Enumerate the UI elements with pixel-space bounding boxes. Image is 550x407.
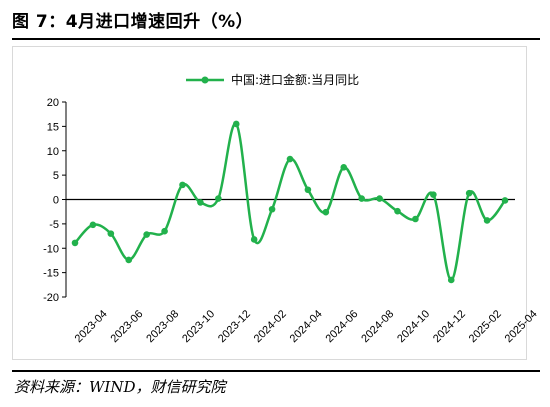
- data-point: [89, 221, 97, 229]
- x-tick-label: 2024-12: [431, 308, 468, 345]
- y-tick-label: 5: [53, 170, 59, 182]
- series-line: [74, 122, 506, 282]
- data-point: [215, 195, 222, 202]
- data-point: [394, 207, 401, 215]
- data-point: [358, 195, 365, 202]
- x-tick-label: 2024-10: [395, 308, 432, 345]
- legend-label: 中国:进口金额:当月同比: [231, 72, 359, 87]
- y-axis: 20 15 10 5 0 -5 -10 -15 -20: [43, 97, 67, 304]
- y-tick-label: -10: [43, 243, 59, 255]
- x-tick-label: 2024-08: [359, 308, 396, 345]
- data-point: [268, 205, 276, 213]
- y-tick-label: -15: [43, 268, 59, 280]
- data-point: [376, 195, 383, 202]
- y-tick-label: -20: [43, 292, 59, 304]
- y-tick-label: 20: [47, 97, 59, 109]
- data-point: [483, 217, 491, 224]
- source-rule: [12, 370, 540, 372]
- data-point: [447, 276, 455, 284]
- data-point: [107, 230, 115, 237]
- x-tick-label: 2025-04: [503, 308, 540, 345]
- data-point: [322, 208, 330, 216]
- data-point: [197, 199, 204, 206]
- source-note: 资料来源：WIND，财信研究院: [14, 378, 226, 396]
- data-point: [430, 191, 437, 198]
- y-tick-label: 10: [47, 146, 59, 158]
- chart-frame: [12, 46, 527, 360]
- data-point: [286, 155, 294, 163]
- legend: 中国:进口金额:当月同比: [186, 72, 359, 87]
- data-point: [250, 236, 258, 243]
- legend-marker: [201, 76, 209, 84]
- figure-title: 图 7：4月进口增速回升（%）: [12, 12, 254, 32]
- data-point: [304, 186, 312, 194]
- y-tick-label: -5: [49, 219, 59, 231]
- x-axis: 2023-042023-062023-082023-102023-122024-…: [66, 198, 540, 345]
- y-tick-label: 15: [47, 121, 59, 133]
- x-tick-label: 2023-06: [108, 308, 145, 345]
- data-point: [501, 197, 509, 204]
- data-point: [71, 239, 79, 247]
- series-layer: [71, 120, 509, 284]
- data-point: [412, 215, 419, 223]
- data-point: [161, 227, 168, 235]
- data-point: [465, 189, 473, 197]
- data-point: [340, 164, 348, 171]
- data-point: [232, 120, 240, 128]
- x-tick-label: 2024-04: [288, 308, 325, 345]
- x-tick-label: 2023-04: [73, 308, 110, 345]
- data-point: [179, 181, 186, 189]
- y-tick-label: 0: [53, 195, 59, 207]
- data-point: [125, 256, 133, 264]
- x-tick-label: 2024-02: [252, 308, 289, 345]
- x-tick-label: 2025-02: [467, 308, 504, 345]
- x-tick-label: 2024-06: [323, 308, 360, 345]
- title-rule: [12, 38, 540, 40]
- x-tick-label: 2023-08: [144, 308, 181, 345]
- x-tick-label: 2023-12: [216, 308, 253, 345]
- data-point: [143, 231, 150, 238]
- x-tick-label: 2023-10: [180, 308, 217, 345]
